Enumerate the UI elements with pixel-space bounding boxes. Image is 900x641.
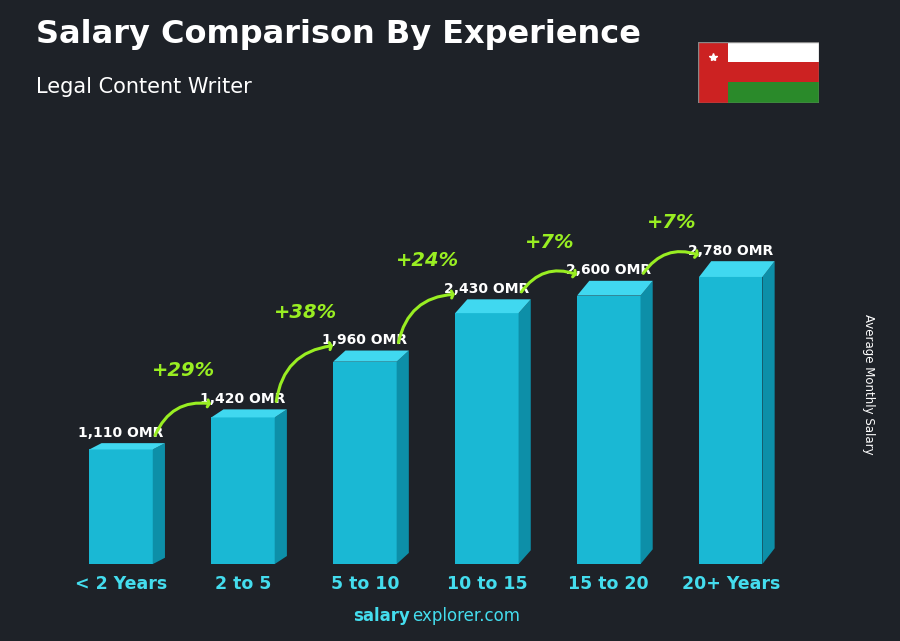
Bar (455, 313, 518, 564)
Text: Average Monthly Salary: Average Monthly Salary (862, 314, 875, 455)
Polygon shape (153, 443, 165, 564)
Bar (728, 42, 819, 62)
Polygon shape (699, 261, 775, 277)
Bar (333, 362, 397, 564)
Bar (728, 83, 819, 103)
Text: 2,780 OMR: 2,780 OMR (688, 244, 773, 258)
Text: 1,110 OMR: 1,110 OMR (78, 426, 164, 440)
Polygon shape (762, 261, 775, 564)
Text: +38%: +38% (274, 303, 338, 322)
Bar (212, 417, 274, 564)
Text: Salary Comparison By Experience: Salary Comparison By Experience (36, 19, 641, 50)
Bar (698, 42, 728, 103)
Text: 1,960 OMR: 1,960 OMR (322, 333, 408, 347)
Polygon shape (518, 299, 531, 564)
Polygon shape (577, 281, 652, 296)
Polygon shape (89, 443, 165, 449)
Text: 2,430 OMR: 2,430 OMR (445, 281, 529, 296)
Bar (699, 277, 762, 564)
Polygon shape (641, 281, 652, 564)
Text: 2,600 OMR: 2,600 OMR (566, 263, 652, 277)
Text: explorer.com: explorer.com (412, 607, 520, 625)
Bar (728, 62, 819, 83)
Text: Legal Content Writer: Legal Content Writer (36, 77, 252, 97)
Polygon shape (333, 351, 409, 362)
Text: +7%: +7% (647, 213, 697, 232)
Bar (577, 296, 641, 564)
Text: 1,420 OMR: 1,420 OMR (201, 392, 285, 406)
Text: +29%: +29% (152, 362, 215, 381)
Polygon shape (212, 410, 287, 417)
Text: salary: salary (353, 607, 410, 625)
Text: +24%: +24% (396, 251, 459, 271)
Bar (89, 449, 153, 564)
Polygon shape (455, 299, 531, 313)
Text: +7%: +7% (525, 233, 574, 252)
Polygon shape (397, 351, 409, 564)
Polygon shape (274, 410, 287, 564)
